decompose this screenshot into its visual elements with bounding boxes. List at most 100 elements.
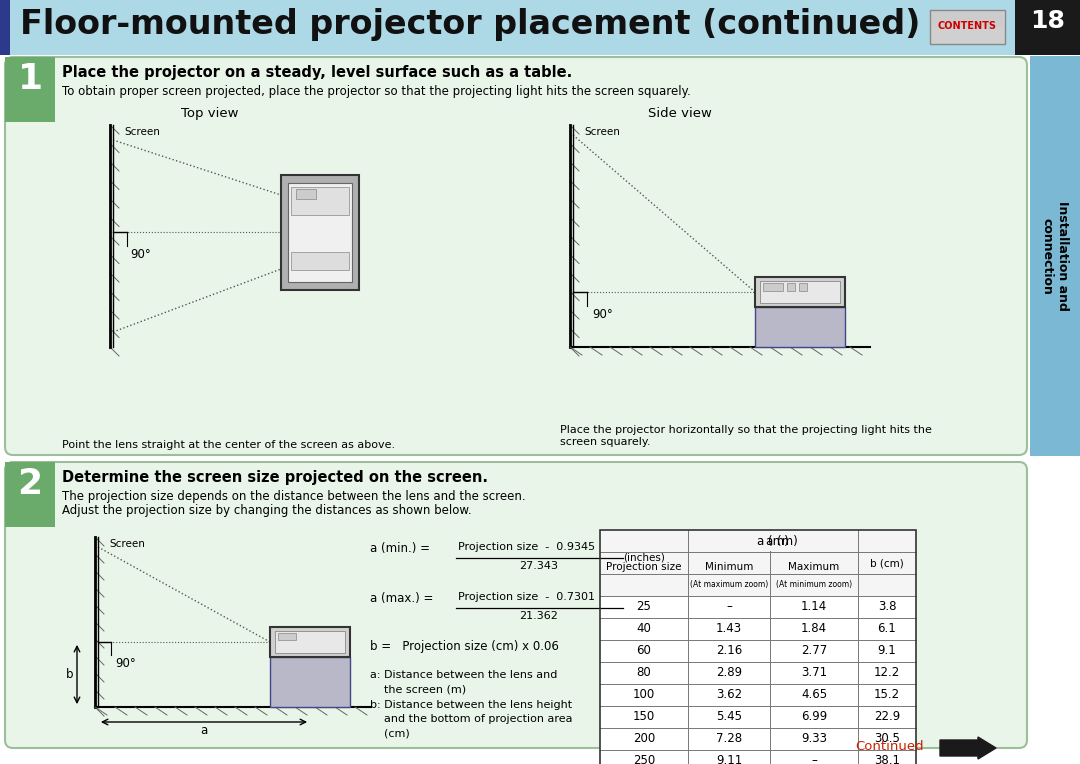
- Text: 6.1: 6.1: [878, 623, 896, 636]
- Text: 30.5: 30.5: [874, 733, 900, 746]
- Text: Projection size  -  0.7301: Projection size - 0.7301: [458, 592, 595, 602]
- Bar: [600, 750, 916, 764]
- Bar: [600, 728, 916, 750]
- Text: 2.89: 2.89: [716, 666, 742, 679]
- Text: 1.84: 1.84: [801, 623, 827, 636]
- Bar: [755, 307, 845, 347]
- Bar: [760, 281, 840, 303]
- Text: 150: 150: [633, 711, 656, 724]
- Text: 200: 200: [633, 733, 656, 746]
- Text: 100: 100: [633, 688, 656, 701]
- Text: Adjust the projection size by changing the distances as shown below.: Adjust the projection size by changing t…: [62, 504, 472, 517]
- Text: 5.45: 5.45: [716, 711, 742, 724]
- Bar: [689, 531, 858, 551]
- Bar: [600, 530, 916, 764]
- Text: The projection size depends on the distance between the lens and the screen.: The projection size depends on the dista…: [62, 490, 526, 503]
- Bar: [930, 10, 1005, 44]
- Bar: [288, 183, 352, 282]
- Text: 1.43: 1.43: [716, 623, 742, 636]
- Text: 90°: 90°: [130, 248, 151, 261]
- Text: 9.11: 9.11: [716, 755, 742, 764]
- Text: a (max.) =: a (max.) =: [370, 592, 433, 605]
- Bar: [270, 627, 350, 657]
- Bar: [296, 189, 316, 199]
- Text: Floor-mounted projector placement (continued): Floor-mounted projector placement (conti…: [21, 8, 920, 41]
- Bar: [5, 462, 55, 527]
- Text: 21.362: 21.362: [519, 611, 558, 621]
- Text: To obtain proper screen projected, place the projector so that the projecting li: To obtain proper screen projected, place…: [62, 85, 691, 98]
- Bar: [755, 277, 845, 307]
- Text: a: Distance between the lens and: a: Distance between the lens and: [370, 670, 557, 680]
- Text: 1: 1: [17, 62, 42, 96]
- Text: 4.65: 4.65: [801, 688, 827, 701]
- Text: 90°: 90°: [592, 308, 612, 321]
- Text: and the bottom of projection area: and the bottom of projection area: [370, 714, 572, 724]
- Text: b (cm): b (cm): [870, 558, 904, 568]
- Text: Screen: Screen: [584, 127, 620, 137]
- Text: 250: 250: [633, 755, 656, 764]
- Text: Top view: Top view: [181, 107, 239, 120]
- Bar: [787, 283, 795, 291]
- Text: (At minimum zoom): (At minimum zoom): [775, 581, 852, 590]
- Text: 2.16: 2.16: [716, 645, 742, 658]
- Text: 80: 80: [636, 666, 651, 679]
- Text: Side view: Side view: [648, 107, 712, 120]
- FancyBboxPatch shape: [5, 57, 1027, 455]
- Text: CONTENTS: CONTENTS: [937, 21, 997, 31]
- Bar: [278, 633, 296, 640]
- Text: Point the lens straight at the center of the screen as above.: Point the lens straight at the center of…: [62, 440, 395, 450]
- Text: Installation and
connection: Installation and connection: [1041, 201, 1069, 311]
- Bar: [799, 283, 807, 291]
- Bar: [1015, 0, 1080, 55]
- Bar: [932, 12, 1003, 27]
- Text: –: –: [811, 755, 816, 764]
- Text: 12.2: 12.2: [874, 666, 900, 679]
- Text: 22.9: 22.9: [874, 711, 900, 724]
- Text: 1.14: 1.14: [801, 601, 827, 613]
- Text: b =   Projection size (cm) x 0.06: b = Projection size (cm) x 0.06: [370, 640, 558, 653]
- Text: Continued: Continued: [855, 740, 923, 753]
- Text: Projection size  -  0.9345: Projection size - 0.9345: [458, 542, 595, 552]
- Bar: [275, 631, 345, 653]
- Text: 3.62: 3.62: [716, 688, 742, 701]
- Bar: [600, 552, 916, 574]
- Bar: [600, 596, 916, 618]
- FancyBboxPatch shape: [5, 462, 1027, 748]
- Text: Place the projector horizontally so that the projecting light hits the
screen sq: Place the projector horizontally so that…: [561, 425, 932, 447]
- Text: 9.1: 9.1: [878, 645, 896, 658]
- Text: 3.71: 3.71: [801, 666, 827, 679]
- Text: Place the projector on a steady, level surface such as a table.: Place the projector on a steady, level s…: [62, 65, 572, 80]
- Bar: [600, 640, 916, 662]
- FancyArrow shape: [940, 737, 996, 759]
- Text: –: –: [726, 601, 732, 613]
- Text: 15.2: 15.2: [874, 688, 900, 701]
- Text: Determine the screen size projected on the screen.: Determine the screen size projected on t…: [62, 470, 488, 485]
- Text: b: Distance between the lens height: b: Distance between the lens height: [370, 700, 572, 710]
- Text: 2.77: 2.77: [801, 645, 827, 658]
- Bar: [1030, 56, 1080, 456]
- Text: (inches): (inches): [623, 552, 665, 562]
- Bar: [600, 618, 916, 640]
- Bar: [291, 252, 349, 270]
- Text: Screen: Screen: [124, 127, 160, 137]
- Text: 60: 60: [636, 645, 651, 658]
- Bar: [281, 175, 359, 290]
- Bar: [762, 283, 783, 291]
- Text: 40: 40: [636, 623, 651, 636]
- Text: 38.1: 38.1: [874, 755, 900, 764]
- Text: 2: 2: [17, 467, 42, 501]
- Bar: [600, 530, 916, 552]
- Text: a (min.) =: a (min.) =: [370, 542, 430, 555]
- Text: 9.33: 9.33: [801, 733, 827, 746]
- Bar: [291, 187, 349, 215]
- Text: 90°: 90°: [114, 657, 136, 670]
- Text: the screen (m): the screen (m): [370, 684, 467, 694]
- Text: 6.99: 6.99: [801, 711, 827, 724]
- Text: Minimum: Minimum: [705, 562, 753, 572]
- Text: 7.28: 7.28: [716, 733, 742, 746]
- Text: Screen: Screen: [109, 539, 145, 549]
- Text: b: b: [66, 668, 73, 681]
- Bar: [600, 706, 916, 728]
- Bar: [600, 684, 916, 706]
- Bar: [5, 57, 55, 122]
